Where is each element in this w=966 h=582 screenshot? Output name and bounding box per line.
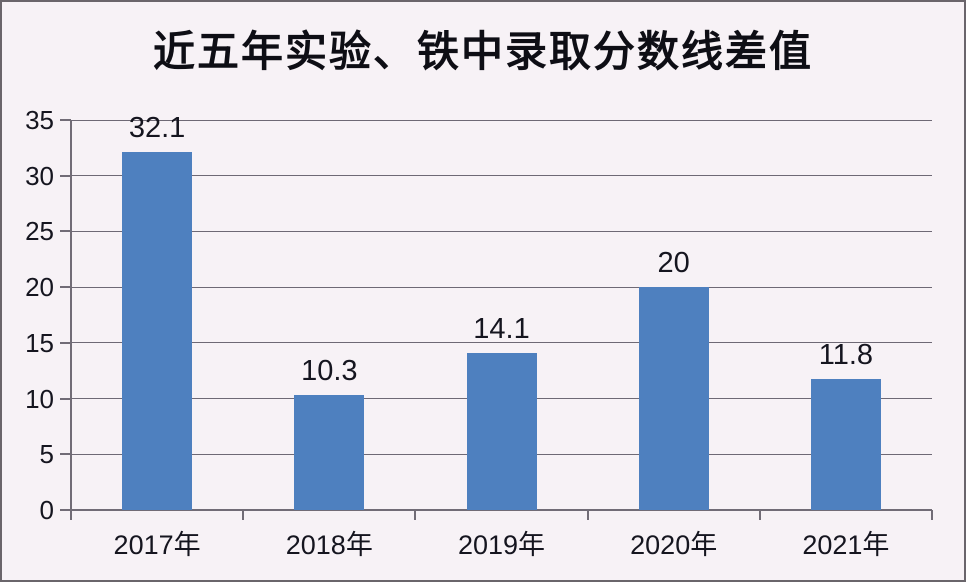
- y-axis-tick: [60, 341, 71, 344]
- x-tick-label: 2020年: [630, 530, 718, 560]
- y-axis-tick: [60, 453, 71, 456]
- y-tick-label: 5: [39, 439, 54, 470]
- bar-value-label: 10.3: [301, 355, 358, 388]
- x-tick-label: 2018年: [285, 530, 373, 560]
- gridline: [71, 230, 932, 232]
- y-axis-tick: [60, 119, 71, 121]
- x-axis-tick: [586, 510, 589, 520]
- y-axis-line: [70, 120, 72, 520]
- gridline: [71, 175, 932, 177]
- x-tick-label: 2017年: [113, 530, 201, 560]
- plot-area: 32.1 10.3 14.1 20 11.8: [60, 114, 933, 520]
- y-tick-label: 10: [25, 383, 54, 414]
- y-axis-tick: [60, 174, 71, 177]
- y-axis-tick: [60, 230, 71, 233]
- x-axis-line: [60, 509, 932, 511]
- bar-value-label: 20: [657, 247, 690, 280]
- bar: [638, 287, 709, 510]
- y-tick-label: 35: [25, 105, 54, 135]
- y-axis-tick: [60, 397, 71, 400]
- x-axis-tick: [931, 510, 933, 520]
- y-axis-tick: [60, 509, 71, 511]
- y-tick-label: 15: [25, 327, 54, 358]
- y-axis-tick: [60, 286, 71, 289]
- bar: [810, 378, 881, 510]
- bar: [294, 395, 365, 510]
- gridline: [71, 286, 932, 288]
- x-axis-tick: [758, 510, 761, 520]
- gridline: [71, 119, 932, 121]
- bar-value-label: 32.1: [128, 112, 186, 145]
- x-axis-tick: [414, 510, 417, 520]
- x-tick-label: 2019年: [457, 530, 546, 560]
- bar: [122, 152, 193, 510]
- y-tick-label: 0: [39, 495, 54, 525]
- y-tick-label: 25: [25, 216, 54, 247]
- y-tick-label: 30: [25, 160, 54, 191]
- x-axis-tick: [242, 510, 245, 520]
- bar: [466, 352, 537, 510]
- bar-value-label: 14.1: [473, 312, 530, 345]
- bar-value-label: 11.8: [818, 338, 874, 371]
- gridline: [71, 342, 932, 344]
- y-tick-label: 20: [25, 272, 54, 303]
- x-tick-label: 2021年: [802, 530, 890, 560]
- chart-title: 近五年实验、铁中录取分数线差值: [152, 27, 813, 76]
